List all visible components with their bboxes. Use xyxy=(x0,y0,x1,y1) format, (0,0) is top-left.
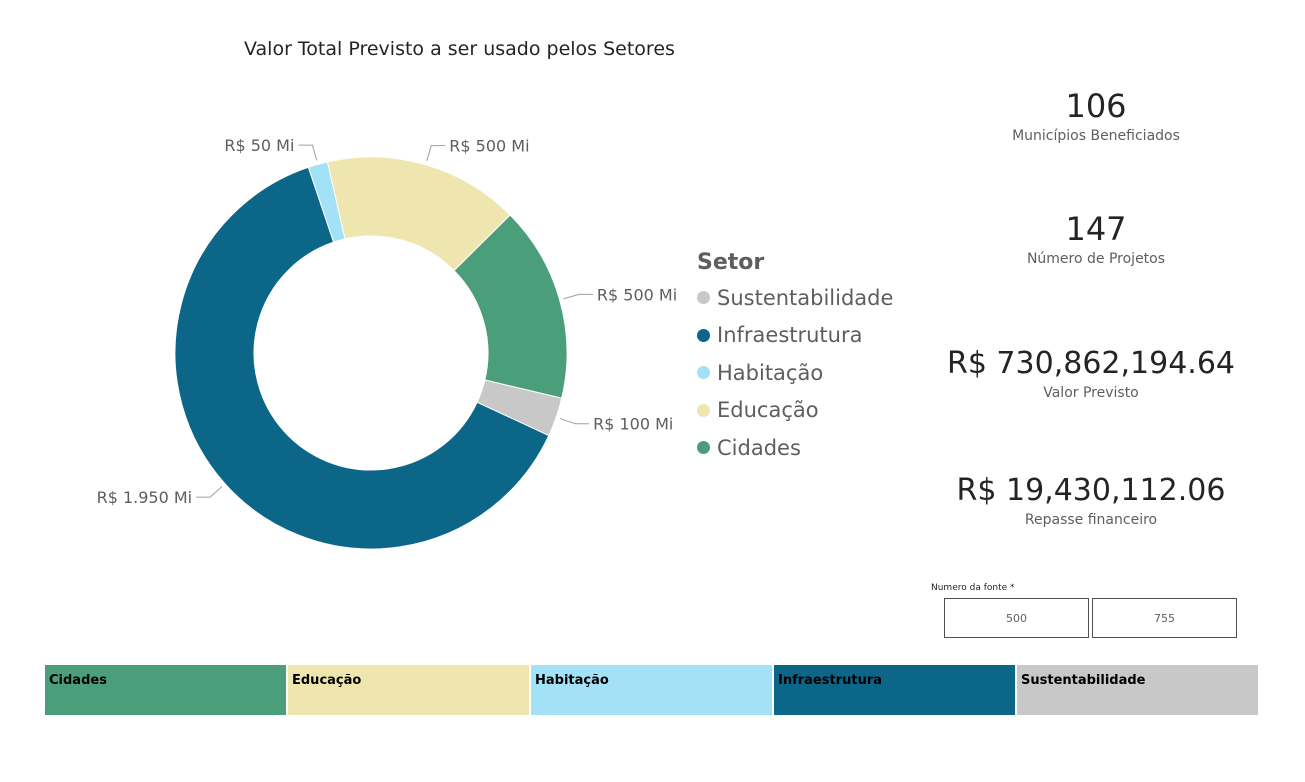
legend-label: Educação xyxy=(717,398,819,423)
legend-item-educacao[interactable]: Educação xyxy=(697,392,893,430)
legend-item-infraestrutura[interactable]: Infraestrutura xyxy=(697,317,893,355)
data-label-leader xyxy=(559,417,590,425)
legend-item-cidades[interactable]: Cidades xyxy=(697,429,893,467)
legend-dot xyxy=(697,403,710,417)
kpi-repasse-card: R$ 19,430,112.06 Repasse financeiro xyxy=(891,473,1291,529)
legend-dot xyxy=(697,328,710,342)
legend-dot xyxy=(697,366,710,380)
data-label-leader xyxy=(298,144,318,161)
legend-dot xyxy=(697,291,710,305)
sector-cell-cidades[interactable]: Cidades xyxy=(44,664,287,716)
legend-item-habitacao[interactable]: Habitação xyxy=(697,354,893,392)
sector-cell-sustentabilidade[interactable]: Sustentabilidade xyxy=(1016,664,1259,716)
kpi-valor-previsto-label: Valor Previsto xyxy=(1043,385,1139,401)
sector-cell-infraestrutura[interactable]: Infraestrutura xyxy=(773,664,1016,716)
sector-cell-educacao[interactable]: Educação xyxy=(287,664,530,716)
data-label: R$ 50 Mi xyxy=(224,136,294,155)
slicer-option-500[interactable]: 500 xyxy=(944,598,1089,638)
chart-title: Valor Total Previsto a ser usado pelos S… xyxy=(244,38,675,60)
sector-cell-habitacao[interactable]: Habitação xyxy=(530,664,773,716)
slicer-option-755[interactable]: 755 xyxy=(1092,598,1237,638)
kpi-repasse-value: R$ 19,430,112.06 xyxy=(956,473,1226,508)
legend-label: Habitação xyxy=(717,360,824,385)
legend-label: Infraestrutura xyxy=(717,323,863,348)
kpi-projetos-label: Número de Projetos xyxy=(1026,251,1166,267)
legend-title: Setor xyxy=(697,250,765,275)
legend-item-sustentabilidade[interactable]: Sustentabilidade xyxy=(697,279,893,317)
kpi-repasse-label: Repasse financeiro xyxy=(1024,512,1158,528)
donut-slice-cidades[interactable] xyxy=(453,214,568,399)
data-label: R$ 500 Mi xyxy=(449,137,529,156)
sector-filter-bar: Cidades Educação Habitação Infraestrutur… xyxy=(44,664,1259,716)
kpi-municipios-label: Municípios Beneficiados xyxy=(1012,128,1180,144)
kpi-municipios-value: 106 xyxy=(1065,87,1127,125)
data-label-leader xyxy=(426,145,446,162)
legend-label: Sustentabilidade xyxy=(717,285,894,310)
donut-slice-infraestrutura[interactable] xyxy=(174,166,550,550)
kpi-valor-previsto-card: R$ 730,862,194.64 Valor Previsto xyxy=(891,346,1291,402)
kpi-valor-previsto-value: R$ 730,862,194.64 xyxy=(946,346,1236,381)
data-label: R$ 100 Mi xyxy=(593,415,673,434)
legend-label: Cidades xyxy=(717,435,801,460)
legend-dot xyxy=(697,441,710,455)
data-label-leader xyxy=(196,486,223,498)
numero-da-fonte-slicer: Numero da fonte * 500 755 xyxy=(931,583,1237,638)
kpi-projetos-card: 147 Número de Projetos xyxy=(896,213,1296,267)
chart-legend: Setor Sustentabilidade Infraestrutura Ha… xyxy=(697,250,893,467)
slicer-title: Numero da fonte * xyxy=(931,583,1015,593)
data-label: R$ 1.950 Mi xyxy=(97,488,193,507)
data-label-leader xyxy=(563,293,593,300)
kpi-projetos-value: 147 xyxy=(1065,210,1127,248)
data-label: R$ 500 Mi xyxy=(597,285,677,304)
kpi-municipios-card: 106 Municípios Beneficiados xyxy=(896,90,1296,144)
